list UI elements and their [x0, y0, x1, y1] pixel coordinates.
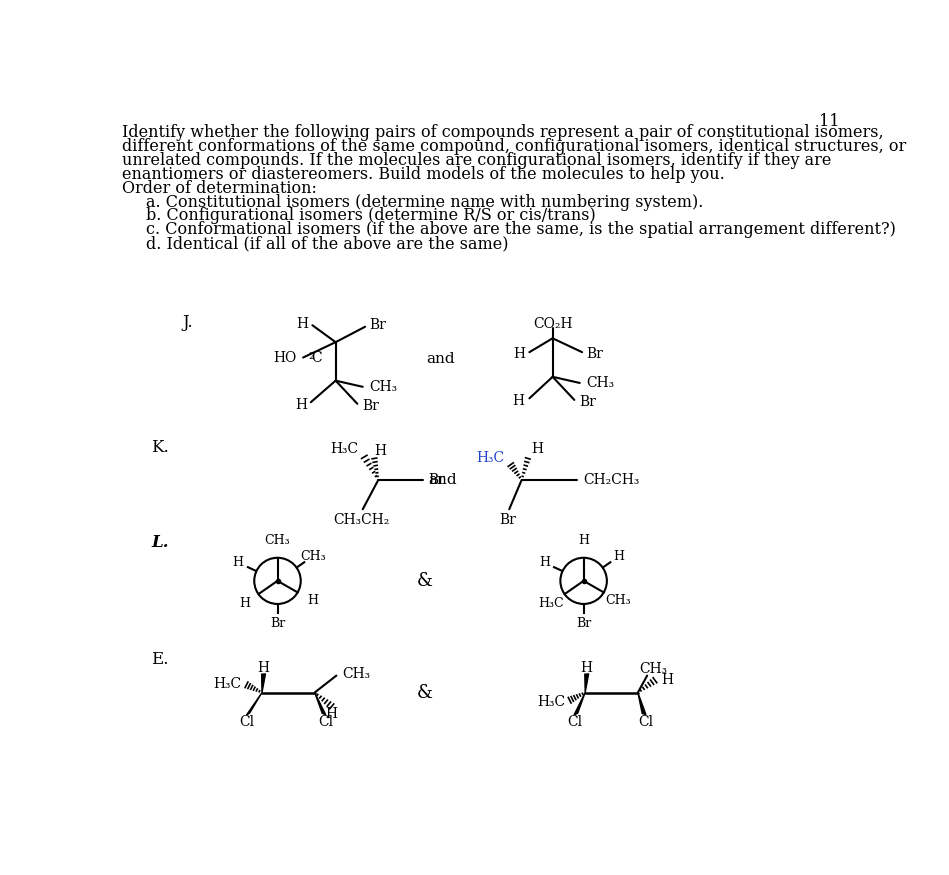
Text: L.: L. — [151, 534, 169, 551]
Text: H: H — [374, 444, 386, 458]
Text: &: & — [417, 572, 433, 590]
Text: a. Constitutional isomers (determine name with numbering system).: a. Constitutional isomers (determine nam… — [146, 193, 703, 211]
Text: H: H — [661, 673, 673, 687]
Text: H₃C: H₃C — [537, 695, 565, 709]
Text: different conformations of the same compound, configurational isomers, identical: different conformations of the same comp… — [122, 138, 906, 155]
Text: Cl: Cl — [239, 715, 254, 729]
Text: J.: J. — [182, 314, 193, 332]
Polygon shape — [315, 692, 326, 715]
Text: Br: Br — [270, 618, 285, 631]
Text: &: & — [417, 683, 433, 702]
Text: CH₃: CH₃ — [640, 662, 667, 676]
Text: HO: HO — [273, 352, 297, 366]
Text: E.: E. — [151, 651, 169, 668]
Text: and: and — [426, 352, 455, 366]
Text: Br: Br — [370, 318, 386, 332]
Text: b. Configurational isomers (determine R/S or cis/trans): b. Configurational isomers (determine R/… — [146, 207, 596, 224]
Text: H₃C: H₃C — [476, 452, 505, 466]
Text: H₃C: H₃C — [538, 598, 564, 611]
Polygon shape — [574, 692, 586, 715]
Text: d. Identical (if all of the above are the same): d. Identical (if all of the above are th… — [146, 235, 509, 252]
Text: Order of determination:: Order of determination: — [122, 179, 317, 197]
Text: H: H — [530, 442, 543, 456]
Text: H: H — [326, 707, 338, 721]
Text: Cl: Cl — [318, 715, 333, 729]
Text: H: H — [581, 661, 593, 675]
Text: Cl: Cl — [638, 715, 653, 729]
Text: H: H — [296, 318, 308, 332]
Text: CH₃: CH₃ — [343, 667, 371, 681]
Text: CO₂H: CO₂H — [533, 318, 572, 332]
Text: H: H — [539, 556, 549, 569]
Polygon shape — [638, 692, 646, 715]
Text: c. Conformational isomers (if the above are the same, is the spatial arrangement: c. Conformational isomers (if the above … — [146, 221, 896, 238]
Polygon shape — [585, 674, 588, 692]
Text: H: H — [578, 535, 589, 548]
Text: CH₃CH₂: CH₃CH₂ — [333, 513, 389, 527]
Text: H: H — [307, 594, 318, 607]
Text: H: H — [257, 661, 270, 675]
Text: 2: 2 — [308, 352, 315, 360]
Text: Cl: Cl — [567, 715, 582, 729]
Text: H: H — [239, 598, 250, 611]
Text: CH₂CH₃: CH₂CH₃ — [584, 473, 640, 487]
Text: unrelated compounds. If the molecules are configurational isomers, identify if t: unrelated compounds. If the molecules ar… — [122, 152, 832, 169]
Text: Identify whether the following pairs of compounds represent a pair of constituti: Identify whether the following pairs of … — [122, 124, 884, 141]
Text: enantiomers or diastereomers. Build models of the molecules to help you.: enantiomers or diastereomers. Build mode… — [122, 166, 725, 183]
Text: H: H — [513, 346, 526, 360]
Text: H: H — [295, 397, 307, 411]
Text: K.: K. — [151, 439, 169, 456]
Text: 11: 11 — [819, 113, 839, 130]
Text: Br: Br — [586, 346, 604, 360]
Text: H₃C: H₃C — [214, 677, 242, 691]
Text: and: and — [428, 473, 456, 487]
Text: CH₃: CH₃ — [586, 376, 615, 390]
Text: Br: Br — [576, 618, 591, 631]
Text: CH₃: CH₃ — [370, 380, 398, 394]
Text: C: C — [311, 352, 322, 366]
Text: CH₃: CH₃ — [605, 594, 631, 607]
Text: Br: Br — [499, 513, 516, 527]
Text: CH₃: CH₃ — [265, 535, 290, 548]
Text: CH₃: CH₃ — [300, 550, 326, 563]
Text: H₃C: H₃C — [330, 442, 358, 456]
Text: Br: Br — [362, 399, 379, 413]
Text: H: H — [614, 550, 624, 563]
Text: Br: Br — [579, 396, 596, 410]
Polygon shape — [247, 692, 262, 715]
Polygon shape — [262, 674, 266, 692]
Text: H: H — [512, 394, 525, 408]
Text: H: H — [233, 556, 244, 569]
Text: Br: Br — [429, 473, 445, 487]
